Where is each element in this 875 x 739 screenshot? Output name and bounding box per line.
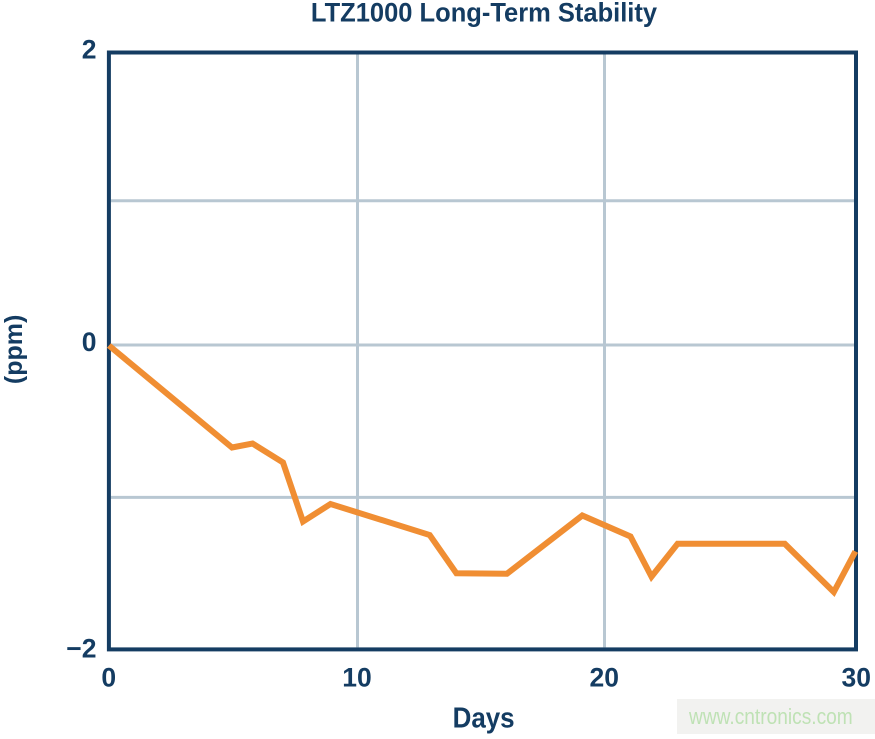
svg-text:10: 10 xyxy=(342,662,371,692)
svg-text:0: 0 xyxy=(82,327,97,357)
svg-text:−2: −2 xyxy=(66,634,96,664)
svg-text:(ppm): (ppm) xyxy=(0,315,28,384)
svg-text:20: 20 xyxy=(589,662,618,692)
svg-text:www.cntronics.com: www.cntronics.com xyxy=(688,705,853,730)
svg-text:Days: Days xyxy=(453,701,515,734)
svg-text:2: 2 xyxy=(82,35,97,65)
svg-text:LTZ1000 Long-Term Stability: LTZ1000 Long-Term Stability xyxy=(311,0,658,28)
svg-text:30: 30 xyxy=(841,662,870,692)
svg-text:0: 0 xyxy=(101,662,116,692)
